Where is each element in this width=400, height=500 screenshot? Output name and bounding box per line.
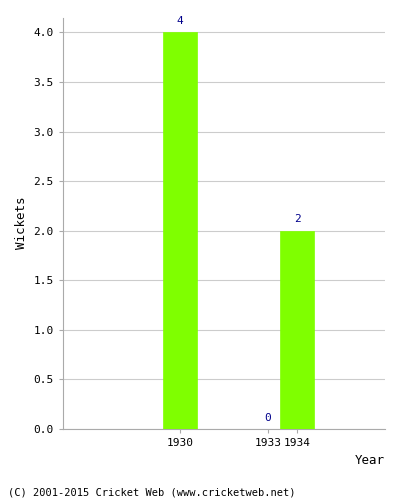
Bar — [280, 230, 314, 429]
Text: Year: Year — [355, 454, 385, 466]
Text: 0: 0 — [264, 413, 271, 423]
Text: 2: 2 — [294, 214, 300, 224]
Text: 4: 4 — [177, 16, 183, 26]
Text: (C) 2001-2015 Cricket Web (www.cricketweb.net): (C) 2001-2015 Cricket Web (www.cricketwe… — [8, 488, 296, 498]
Bar — [163, 32, 197, 429]
Y-axis label: Wickets: Wickets — [15, 197, 28, 250]
